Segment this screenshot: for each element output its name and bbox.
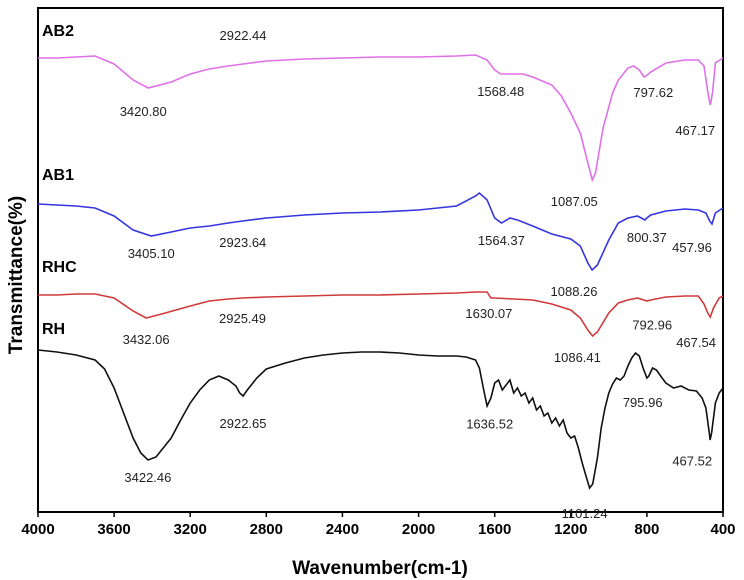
series-line-rhc [38, 291, 724, 338]
peak-label: 3432.06 [123, 332, 170, 347]
series-layer [37, 54, 724, 490]
peak-label: 2923.64 [219, 235, 266, 250]
x-tick-label: 4000 [21, 521, 54, 538]
peak-label: 3422.46 [124, 470, 171, 485]
x-axis-title: Wavenumber(cm-1) [292, 558, 468, 579]
plot-frame [37, 7, 724, 513]
series-label-layer: AB2 AB1 RHC RH [42, 23, 77, 338]
x-tick-label: 800 [634, 521, 659, 538]
series-line-rh [37, 349, 724, 490]
x-tick-label: 400 [710, 521, 735, 538]
peak-label: 2922.65 [220, 416, 267, 431]
peak-label: 457.96 [672, 240, 712, 255]
peak-label: 1087.05 [551, 194, 598, 209]
peak-label: 2925.49 [219, 311, 266, 326]
peak-label: 800.37 [627, 230, 667, 245]
x-tick-label: 2400 [326, 521, 359, 538]
y-axis-title: Transmittance(%) [6, 196, 27, 354]
peak-label: 1568.48 [477, 84, 524, 99]
peak-label: 1564.37 [478, 233, 525, 248]
x-tick-label: 1600 [478, 521, 511, 538]
series-label-ab1: AB1 [42, 167, 74, 184]
peak-label: 3405.10 [128, 246, 175, 261]
peak-label: 795.96 [623, 395, 663, 410]
series-label-rh: RH [42, 321, 65, 338]
peak-label: 1630.07 [465, 306, 512, 321]
series-label-rhc: RHC [42, 259, 77, 276]
peak-label: 1088.26 [551, 284, 598, 299]
series-line-ab2 [38, 54, 724, 183]
peak-label: 467.54 [676, 335, 716, 350]
series-line-ab1 [37, 191, 724, 272]
x-tick-label: 2000 [402, 521, 435, 538]
annotation-layer: 2922.44 3420.80 1568.48 797.62 467.17 1087.05… [120, 28, 716, 521]
peak-label: 467.17 [675, 123, 715, 138]
peak-label: 797.62 [633, 85, 673, 100]
peak-label: 467.52 [672, 454, 712, 469]
peak-label: 1636.52 [466, 417, 513, 432]
x-tick-label: 3200 [174, 521, 207, 538]
x-tick-layer: 4000 3600 3200 2800 2400 2000 1600 1200 800 400 [21, 512, 736, 538]
peak-label: 2922.44 [220, 28, 267, 43]
peak-label: 3420.80 [120, 104, 167, 119]
series-label-ab2: AB2 [42, 23, 74, 40]
peak-label: 792.96 [632, 318, 672, 333]
x-tick-label: 2800 [250, 521, 283, 538]
peak-label: 1086.41 [554, 350, 601, 365]
x-tick-label: 3600 [97, 521, 130, 538]
x-tick-label: 1200 [554, 521, 587, 538]
peak-label: 1101.24 [562, 506, 608, 521]
